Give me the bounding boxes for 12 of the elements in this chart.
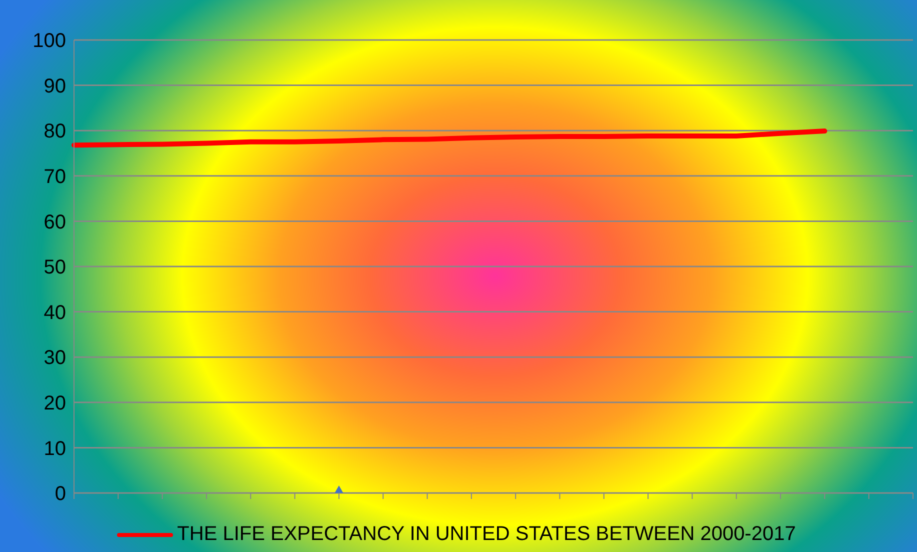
y-tick-label: 90	[44, 75, 66, 98]
y-tick-label: 60	[44, 211, 66, 234]
y-tick-label: 40	[44, 302, 66, 324]
y-tick-label: 50	[44, 256, 66, 279]
y-tick-label: 20	[44, 392, 66, 414]
y-tick-label: 10	[44, 438, 66, 460]
y-tick-label: 30	[44, 347, 66, 370]
legend-label: THE LIFE EXPECTANCY IN UNITED STATES BETWEEN 2000-2017	[177, 523, 796, 546]
y-tick-label: 80	[44, 120, 66, 143]
y-tick-label: 70	[44, 166, 66, 188]
y-tick-label: 0	[54, 483, 66, 506]
y-tick-label: 100	[32, 30, 66, 52]
